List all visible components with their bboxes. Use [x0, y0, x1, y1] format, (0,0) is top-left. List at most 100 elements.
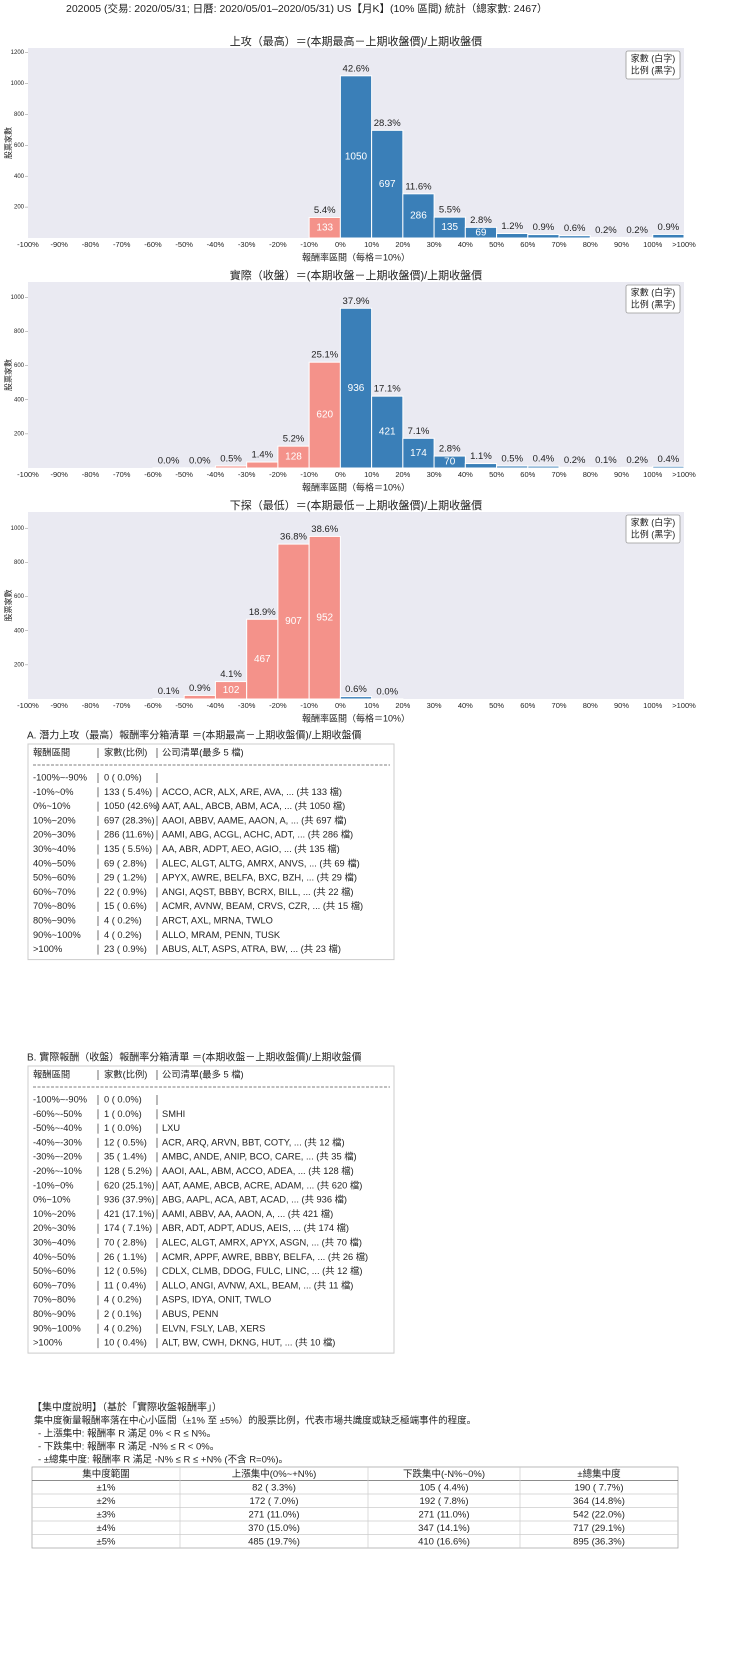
- list-cell: 4 ( 0.2%): [104, 1295, 142, 1305]
- list-cell: 12 ( 0.5%): [104, 1266, 147, 1276]
- x-tick-label: -100%: [17, 240, 39, 249]
- list-cell: -50%~-40%: [33, 1123, 82, 1133]
- list-box: [27, 743, 395, 961]
- section-line: 集中度衡量報酬率落在中心小區間（±1% 至 ±5%）的股票比例，代表市場共識度或…: [34, 1415, 476, 1427]
- bar: [621, 236, 654, 239]
- bar-share-label: 0.0%: [189, 455, 211, 466]
- bar: [308, 361, 341, 469]
- x-tick-label: 30%: [427, 240, 442, 249]
- chart-title: 上攻（最高）＝(本期最高－上期收盤價)/上期收盤價: [230, 34, 482, 48]
- bar-share-label: 5.2%: [283, 434, 305, 445]
- y-tick-label: 800: [14, 329, 25, 335]
- list-cell: 10%~20%: [33, 1209, 76, 1219]
- list-cell: ELVN, FSLY, LAB, XERS: [162, 1323, 265, 1333]
- x-tick-label: -80%: [82, 470, 100, 479]
- bar-count-label: 102: [223, 685, 240, 696]
- list-title: A. 潛力上攻（最高）報酬率分箱清單 ＝(本期最高－上期收盤價)/上期收盤價: [27, 729, 361, 742]
- bar: [371, 395, 404, 469]
- list-cell: ARCT, AXL, MRNA, TWLO: [162, 915, 273, 925]
- x-tick-label: 40%: [458, 701, 473, 710]
- x-tick-label: -50%: [175, 470, 193, 479]
- x-axis-label: 報酬率區間（每格＝10%）: [302, 251, 410, 262]
- list-cell: CDLX, CLMB, DDOG, FULC, LINC, ... (共 12 …: [162, 1265, 362, 1276]
- bar-share-label: 5.5%: [439, 205, 461, 216]
- bar-count-label: 133: [316, 222, 333, 233]
- x-tick-label: 30%: [427, 701, 442, 710]
- list-title: B. 實際報酬（收盤）報酬率分箱清單 ＝(本期收盤－上期收盤價)/上期收盤價: [27, 1051, 361, 1064]
- x-axis-label: 報酬率區間（每格＝10%）: [302, 712, 410, 723]
- y-axis-label: 股票家數: [3, 359, 13, 391]
- x-tick-label: 50%: [489, 701, 504, 710]
- bar: [433, 455, 466, 469]
- bar-share-label: 38.6%: [311, 524, 338, 535]
- y-axis-label: 股票家數: [3, 127, 13, 159]
- legend-text: 比例 (黑字): [631, 528, 676, 539]
- legend-text: 家數 (白字): [631, 286, 676, 297]
- x-tick-label: -20%: [269, 470, 287, 479]
- bar-share-label: 37.9%: [343, 296, 370, 307]
- bar-share-label: 0.6%: [345, 684, 367, 695]
- x-tick-label: 90%: [614, 701, 629, 710]
- list-cell: 135 ( 5.5%): [104, 844, 152, 854]
- bar-count-label: 620: [316, 410, 333, 421]
- bar: [652, 465, 685, 469]
- list-cell: -30%~-20%: [33, 1152, 82, 1162]
- list-cell: 80%~90%: [33, 915, 76, 925]
- y-tick-label: 1200: [11, 50, 25, 56]
- list-cell: 80%~90%: [33, 1309, 76, 1319]
- legend-text: 家數 (白字): [631, 52, 676, 63]
- list-cell: -40%~-30%: [33, 1137, 82, 1147]
- list-cell: 35 ( 1.4%): [104, 1152, 147, 1162]
- x-tick-label: -50%: [175, 240, 193, 249]
- bar-count-label: 1050: [345, 152, 368, 163]
- list-cell: 40%~50%: [33, 1252, 76, 1262]
- x-tick-label: -10%: [300, 240, 318, 249]
- list-cell: 620 (25.1%): [104, 1180, 155, 1190]
- bar-share-label: 42.6%: [343, 63, 370, 74]
- y-tick-label: 400: [14, 174, 25, 180]
- x-tick-label: 0%: [335, 240, 346, 249]
- list-cell: 1 ( 0.0%): [104, 1109, 142, 1119]
- list-header-cell: 公司清單(最多 5 檔): [162, 1068, 244, 1079]
- table-cell: 271 (11.0%): [248, 1509, 299, 1520]
- bar: [527, 234, 560, 239]
- list-cell: 23 ( 0.9%): [104, 944, 147, 954]
- list-cell: 697 (28.3%): [104, 815, 155, 825]
- list-cell: AA, ABR, ADPT, AEO, AGIO, ... (共 135 檔): [162, 843, 340, 854]
- x-tick-label: -50%: [175, 701, 193, 710]
- bar-count-label: 907: [285, 616, 302, 627]
- x-tick-label: -40%: [207, 701, 225, 710]
- table-cell: ±1%: [97, 1482, 116, 1493]
- list-cell: ACMR, AVNW, BEAM, CRVS, CZR, ... (共 15 檔…: [162, 900, 363, 911]
- table-cell: 717 (29.1%): [573, 1523, 625, 1534]
- x-tick-label: 20%: [395, 240, 410, 249]
- bar-share-label: 0.4%: [658, 454, 680, 465]
- table-cell: 895 (36.3%): [573, 1536, 625, 1547]
- bar-count-label: 70: [444, 457, 456, 468]
- list-cell: 60%~70%: [33, 1280, 76, 1290]
- legend-box: [625, 50, 681, 80]
- page-title: 202005 (交易: 2020/05/31; 日曆: 2020/05/01–2…: [66, 2, 548, 15]
- list-header-cell: 報酬區間: [33, 1069, 70, 1079]
- bar-share-label: 0.9%: [533, 222, 555, 233]
- list-cell: 0 ( 0.0%): [104, 1094, 142, 1104]
- bar-share-label: 0.5%: [501, 453, 523, 464]
- bar: [339, 307, 373, 469]
- section-line: - 下跌集中: 報酬率 R 滿足 -N% ≤ R < 0%。: [38, 1441, 219, 1453]
- list-cell: 936 (37.9%): [104, 1195, 155, 1205]
- x-tick-label: -90%: [50, 701, 68, 710]
- table-cell: ±3%: [97, 1509, 116, 1520]
- bar: [527, 465, 560, 469]
- list-cell: 20%~30%: [33, 830, 76, 840]
- x-tick-label: -70%: [113, 240, 131, 249]
- list-cell: -60%~-50%: [33, 1109, 82, 1119]
- x-tick-label: -100%: [17, 701, 39, 710]
- x-tick-label: -90%: [50, 240, 68, 249]
- bar: [558, 466, 591, 469]
- x-tick-label: -90%: [50, 470, 68, 479]
- x-tick-label: -80%: [82, 701, 100, 710]
- list-cell: ANGI, AQST, BBBY, BCRX, BILL, ... (共 22 …: [162, 886, 354, 897]
- legend-text: 比例 (黑字): [631, 64, 676, 75]
- list-cell: 90%~100%: [33, 930, 81, 940]
- y-tick-label: 600: [14, 594, 25, 600]
